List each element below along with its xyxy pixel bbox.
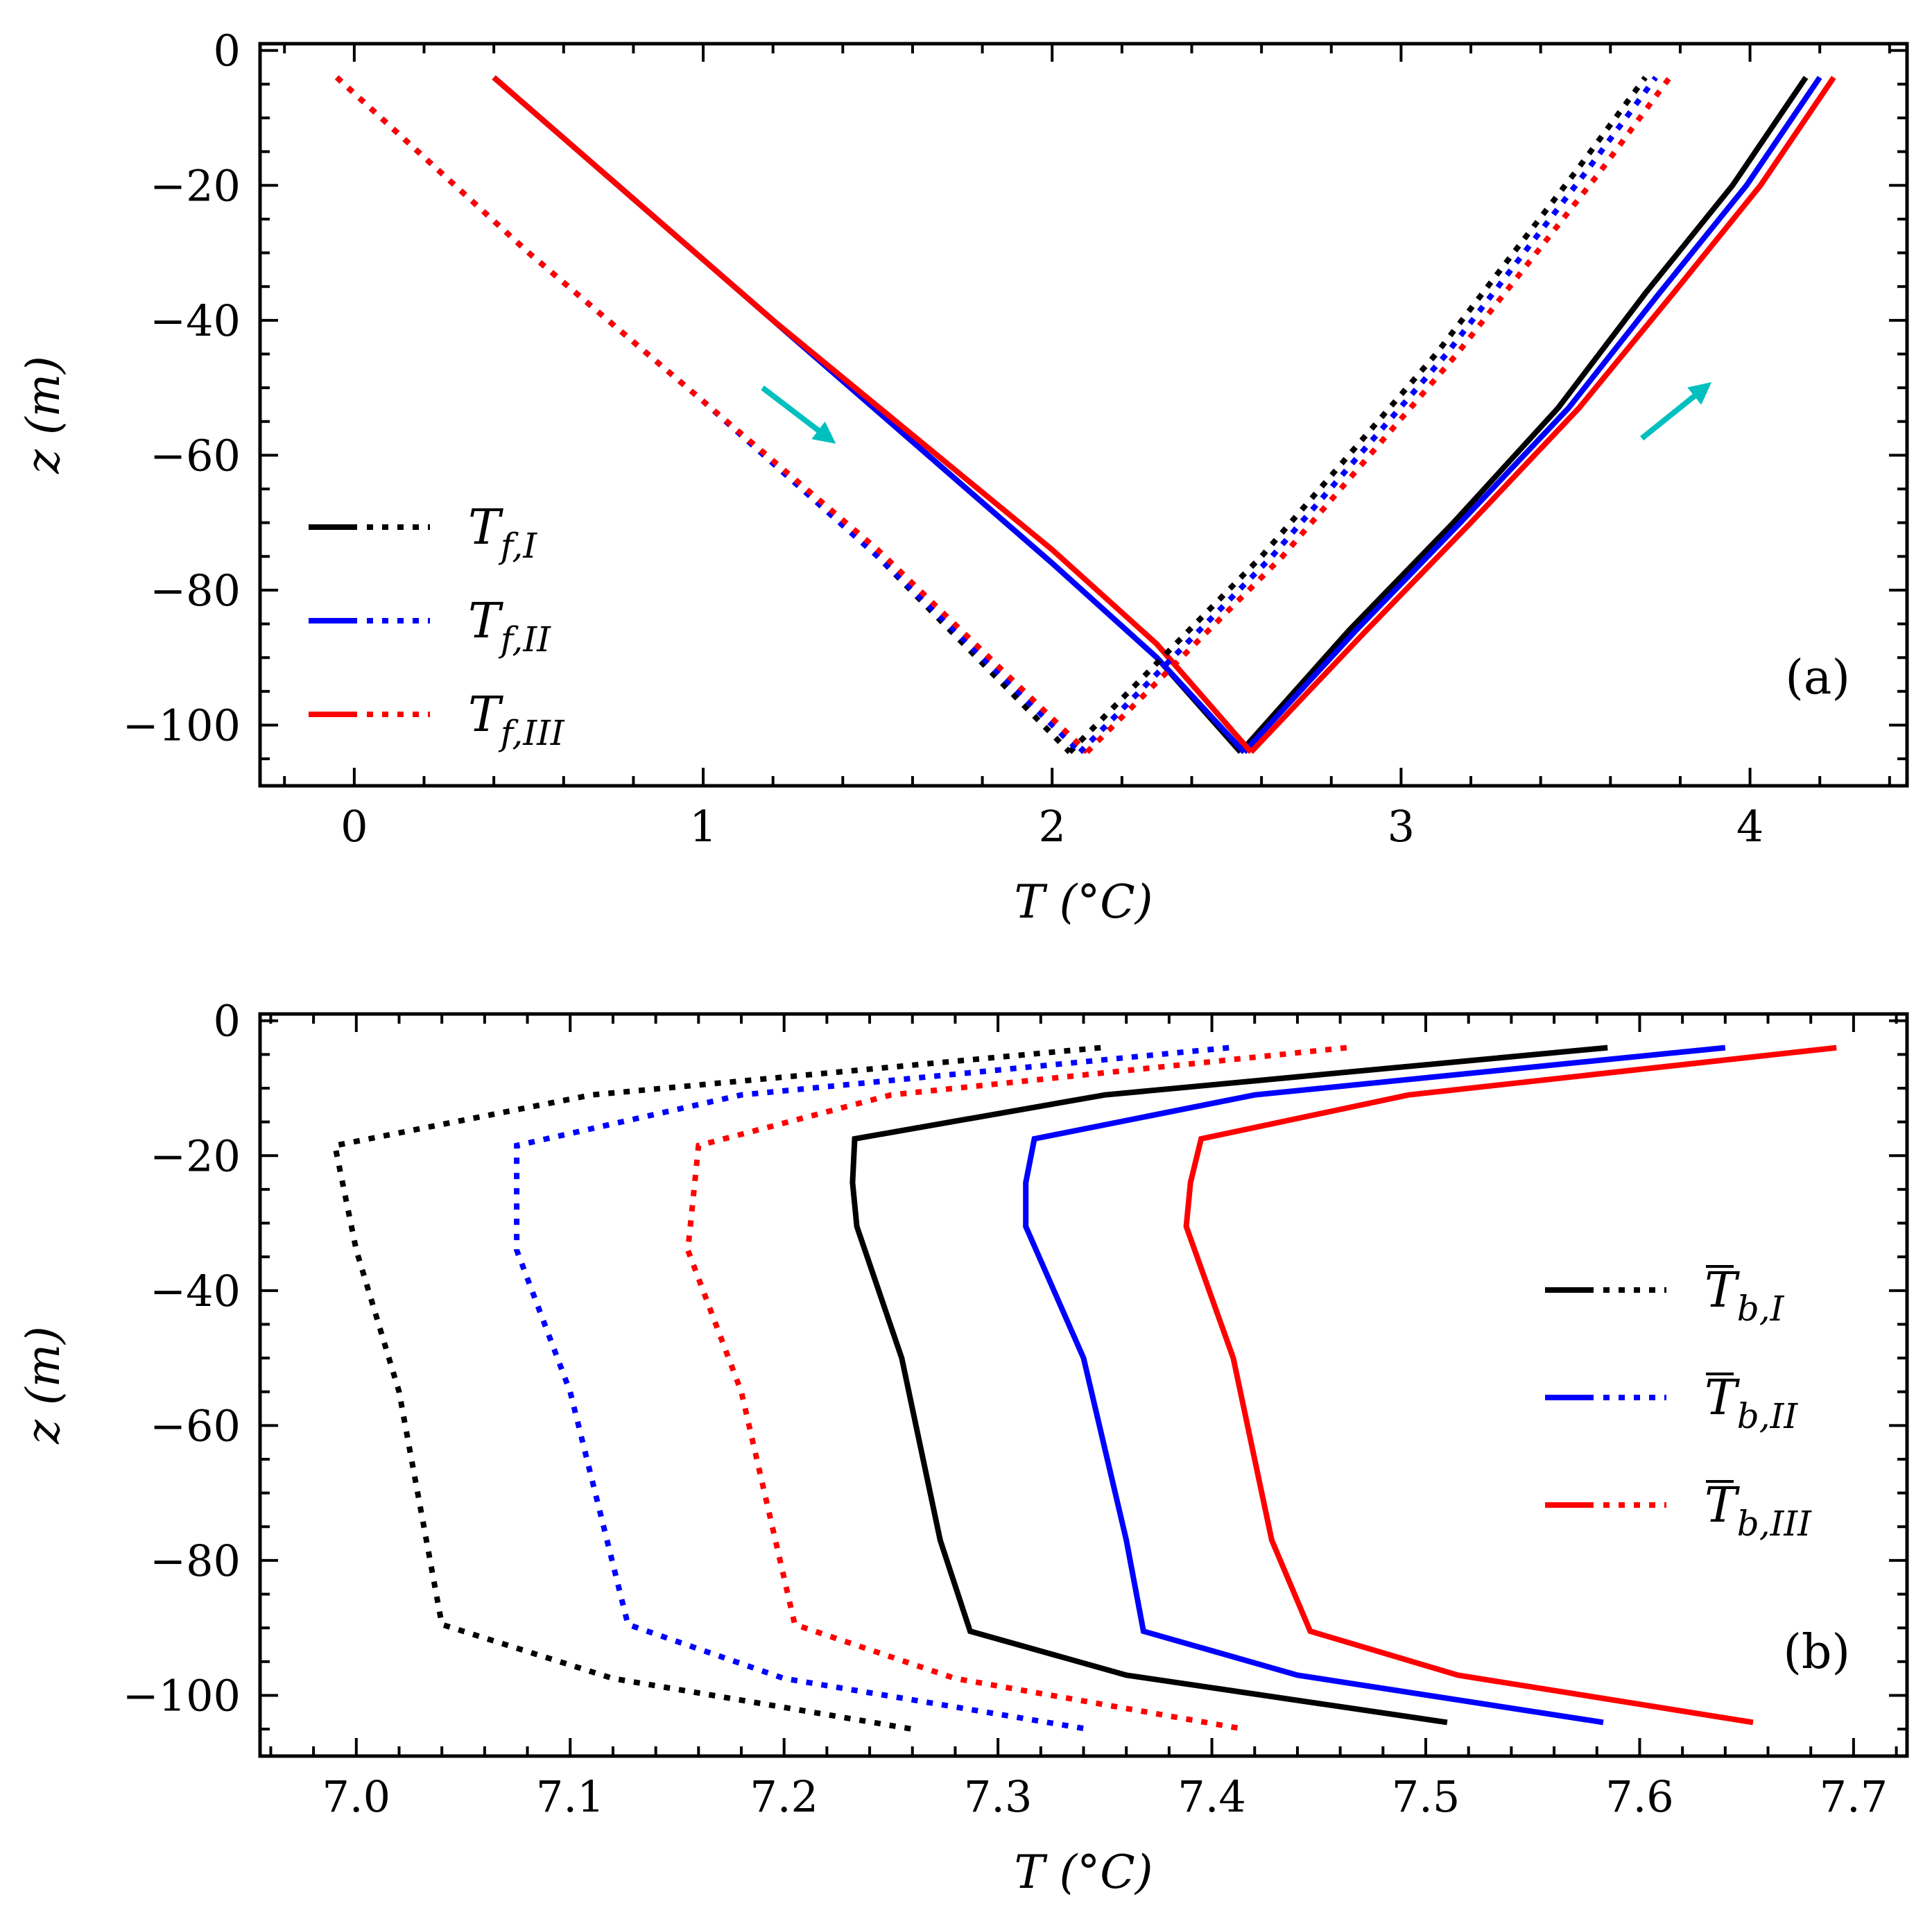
legend-label-subscript: b,III [1737,1504,1812,1544]
panel-a-xtick-label: 4 [1736,801,1763,852]
panel-b-ytick-label: −20 [150,1130,241,1181]
panel-b-ytick-labels: 0 −20 −40 −60 −80 −100 [123,996,241,1721]
panel-a-ytick-label: −20 [150,160,241,211]
panel-a-label: (a) [1785,651,1850,705]
panel-a-xlabel: T (°C) [1015,875,1153,929]
panel-b-xtick-label: 7.6 [1605,1771,1674,1822]
panel-a-series-II-solid-3 [1242,76,1822,755]
panel-a-xtick-label: 1 [689,801,716,852]
panel-a-ytick-labels: 0 −20 −40 −60 −80 −100 [123,26,241,751]
panel-a-ytick-label: 0 [214,26,241,76]
panel-a-ylabel: z (m) [17,356,70,474]
legend-label: Tb,I [1705,1262,1785,1329]
panel-a-arrow-0 [761,385,836,444]
panel-b-series-II-dotted-4 [514,1044,1230,1732]
panel-b-legend-entry-III: Tb,III [1545,1477,1812,1544]
panel-b-xlabel: T (°C) [1015,1846,1153,1899]
panel-a-series-II-dotted-8 [335,75,1083,755]
legend-label: Tf,III [468,686,565,753]
legend-label-subscript: f,II [498,619,551,660]
panel-b-ytick-label: 0 [214,996,241,1047]
panel-b-xtick-label: 7.2 [750,1771,818,1822]
panel-a-ytick-label: −60 [150,430,241,481]
panel-a-series-I-dotted-6 [335,75,1072,755]
panel-a-ticks [260,44,1907,786]
panel-a-series-I-solid-0 [492,75,1243,755]
legend-label-base: T [468,686,503,743]
legend-label: Tb,III [1705,1477,1812,1544]
panel-b-ytick-label: −40 [150,1266,241,1316]
panel-a-xlabel-text: T (°C) [1015,875,1153,929]
panel-b-xtick-label: 7.7 [1820,1771,1888,1822]
panel-b-series-II-solid-1 [1023,1044,1726,1726]
panel-a-xtick-labels: 0 1 2 3 4 [340,801,1763,852]
panel-b-ytick-label: −80 [150,1536,241,1586]
panel-a-frame [258,42,1909,788]
panel-a-ytick-label: −80 [150,565,241,616]
panel-a-series [335,75,1836,755]
legend-label: Tf,I [468,499,537,566]
panel-a-series-I-dotted-7 [1067,76,1648,755]
panel-b-xlabel-text: T (°C) [1015,1846,1153,1899]
panel-b-ticks [260,1014,1907,1756]
panel-a-arrow-1 [1640,382,1712,441]
panel-b-xtick-label: 7.3 [964,1771,1033,1822]
panel-b-xtick-label: 7.1 [536,1771,605,1822]
panel-b-ytick-label: −100 [123,1670,241,1721]
panel-b-legend-entry-I: Tb,I [1545,1262,1785,1329]
legend-label-subscript: b,I [1737,1289,1785,1329]
panel-b-ylabel: z (m) [17,1326,70,1445]
legend-label-base: T [468,499,503,556]
legend-label: Tb,II [1705,1369,1798,1436]
panel-b-series-III-solid-2 [1183,1044,1837,1726]
panel-b-chart: 7.0 7.1 7.2 7.3 7.4 7.5 7.6 7.7 0 −20 −40 −60 −80 −1… [17,996,1909,1899]
panel-a-series-I-solid-1 [1238,76,1809,755]
legend-label-subscript: f,III [498,713,565,753]
panel-a-series-III-dotted-10 [335,75,1089,755]
panel-a-xtick-label: 3 [1388,801,1415,852]
panel-a-series-III-dotted-11 [1085,76,1673,755]
legend-label-subscript: f,I [498,526,538,566]
panel-a-ytick-label: −40 [150,295,241,346]
panel-a-chart: 0 1 2 3 4 0 −20 −40 −60 −80 −100 T (°C) z (m) Tf,… [17,26,1909,929]
legend-label-base: T [1705,1477,1740,1533]
panel-a-xtick-label: 0 [340,801,368,852]
panel-a-annotations [761,382,1712,444]
panel-b-xtick-label: 7.0 [322,1771,390,1822]
panel-a-series-II-dotted-9 [1078,76,1658,755]
panel-a-ytick-label: −100 [123,700,241,750]
panel-a-legend-entry-I: Tf,I [309,499,537,566]
legend-label-base: T [1705,1369,1740,1426]
panel-b-series [331,1044,1837,1732]
panel-b-series-I-dotted-3 [331,1044,1101,1732]
panel-b-xtick-label: 7.5 [1392,1771,1460,1822]
panel-a-legend-entry-II: Tf,II [309,592,551,660]
panel-a-series-III-solid-4 [492,75,1254,755]
panel-b-series-I-solid-0 [849,1044,1608,1726]
panel-a-xtick-label: 2 [1038,801,1065,852]
panel-b-ytick-label: −60 [150,1400,241,1451]
panel-a-legend-entry-III: Tf,III [309,686,565,753]
panel-b-xtick-labels: 7.0 7.1 7.2 7.3 7.4 7.5 7.6 7.7 [322,1771,1888,1822]
panel-b-label: (b) [1783,1625,1850,1680]
legend-label: Tf,II [468,592,551,660]
panel-b-legend-entry-II: Tb,II [1545,1369,1798,1436]
legend-label-base: T [468,592,503,649]
legend-label-base: T [1705,1262,1740,1318]
panel-b-xtick-label: 7.4 [1178,1771,1246,1822]
panel-a-series-III-solid-5 [1249,76,1836,755]
panel-b-series-III-dotted-5 [684,1044,1347,1732]
legend-label-subscript: b,II [1737,1396,1799,1436]
